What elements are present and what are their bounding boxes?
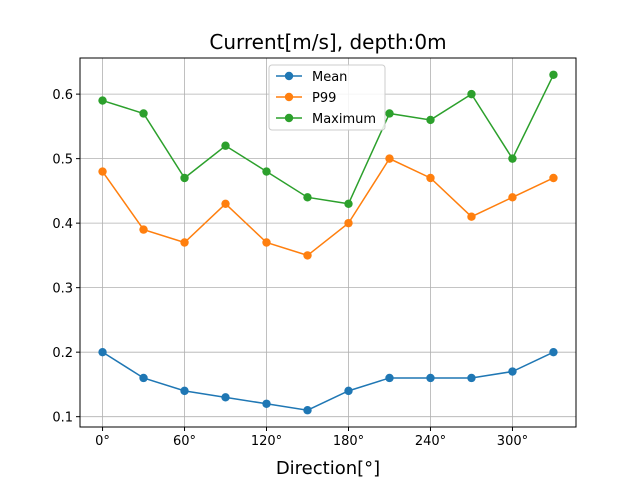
data-point	[180, 386, 189, 396]
data-point	[426, 173, 435, 183]
y-tick-label: 0.4	[52, 217, 73, 232]
series-line	[102, 351, 554, 412]
data-point	[549, 347, 558, 357]
data-point	[180, 238, 189, 247]
grid	[80, 58, 576, 427]
data-point	[344, 386, 353, 396]
data-point	[303, 406, 312, 415]
x-tick-label: 60°	[173, 434, 196, 449]
y-tick-label: 0.6	[52, 88, 73, 103]
data-point	[221, 393, 230, 402]
legend-label: Maximum	[312, 112, 376, 127]
series-line	[102, 74, 555, 205]
data-point	[98, 167, 107, 176]
data-point	[549, 173, 558, 183]
y-tick-label: 0.1	[52, 411, 73, 426]
data-point	[467, 212, 476, 221]
y-tick-label: 0.2	[52, 346, 73, 361]
data-point	[467, 89, 476, 99]
data-point	[426, 115, 435, 125]
x-axis-label: Direction[°]	[276, 458, 380, 479]
x-tick-label: 240°	[415, 434, 446, 449]
x-tick-label: 0°	[95, 434, 110, 449]
data-point	[303, 193, 312, 202]
chart-title: Current[m/s], depth:0m	[209, 30, 446, 54]
data-point	[262, 238, 271, 247]
data-point	[508, 154, 517, 163]
data-point	[262, 167, 271, 176]
y-tick-label: 0.3	[52, 282, 73, 297]
series-line	[101, 157, 554, 257]
series-group	[98, 70, 558, 415]
data-point	[98, 96, 107, 105]
legend-item-p99: P99	[276, 91, 336, 106]
data-point	[139, 225, 148, 234]
data-point	[303, 251, 312, 260]
data-point	[98, 347, 107, 357]
legend-item-mean: Mean	[276, 70, 347, 85]
data-point	[426, 373, 435, 383]
data-point	[180, 173, 189, 183]
data-point	[221, 199, 230, 208]
data-point	[344, 199, 353, 208]
series-mean	[98, 347, 558, 415]
data-point	[508, 367, 517, 376]
legend: Mean P99 Maximum	[268, 64, 386, 131]
data-point	[221, 141, 230, 150]
data-point	[139, 373, 148, 383]
series-p99	[98, 154, 558, 260]
x-tick-label: 300°	[497, 434, 528, 449]
series-maximum	[98, 70, 558, 208]
legend-item-maximum: Maximum	[276, 112, 376, 127]
data-point	[262, 399, 271, 408]
legend-marker	[284, 71, 294, 81]
legend-marker	[284, 92, 294, 102]
legend-box	[268, 64, 386, 131]
data-point	[139, 109, 148, 118]
legend-label: P99	[312, 91, 336, 106]
legend-marker	[284, 113, 294, 123]
plot-frame	[79, 57, 577, 428]
legend-label: Mean	[312, 70, 347, 85]
data-point	[549, 70, 558, 79]
x-tick-label: 180°	[333, 434, 364, 449]
y-tick-label: 0.5	[52, 153, 73, 168]
axis-ticks: 0° 60° 120° 180° 240° 300° 0.1 0.2 0.3 0.4 0.5 0.6	[52, 88, 528, 449]
data-point	[385, 154, 394, 163]
data-point	[508, 193, 517, 202]
data-point	[467, 373, 476, 383]
data-point	[344, 218, 353, 228]
data-point	[385, 373, 394, 383]
x-tick-label: 120°	[251, 434, 282, 449]
data-point	[385, 109, 394, 118]
